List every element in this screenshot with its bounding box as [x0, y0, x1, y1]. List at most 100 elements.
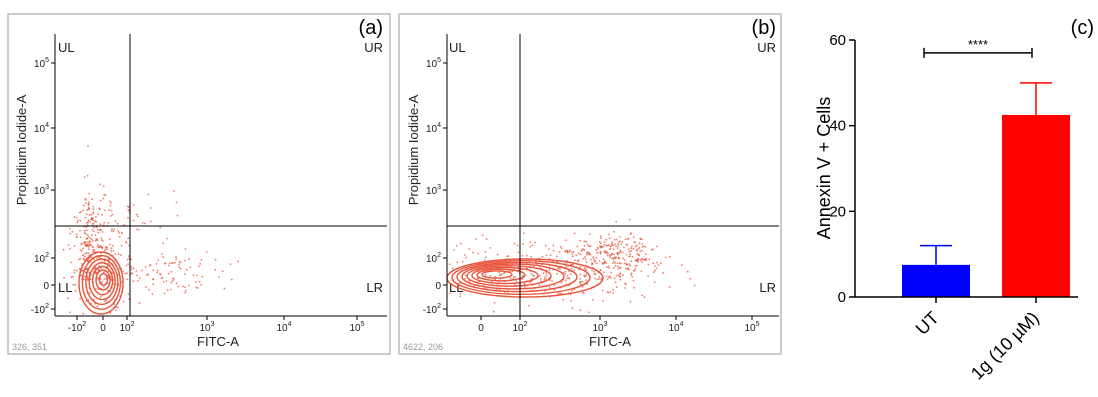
- event-dot: [668, 286, 671, 288]
- event-dot: [681, 264, 683, 266]
- event-dot: [610, 271, 612, 274]
- event-dot: [130, 258, 132, 261]
- event-dot: [200, 283, 203, 286]
- event-dot: [85, 243, 88, 246]
- event-dot: [657, 264, 660, 266]
- event-dot: [113, 279, 115, 281]
- event-dot: [603, 260, 606, 263]
- event-dot: [602, 245, 605, 248]
- event-dot: [570, 267, 573, 270]
- event-dot: [616, 262, 619, 265]
- event-dot: [98, 245, 101, 248]
- event-dot: [97, 213, 100, 216]
- event-dot: [100, 237, 103, 239]
- event-dot: [579, 239, 581, 242]
- event-dot: [606, 254, 609, 257]
- event-dot: [503, 272, 505, 275]
- event-dot: [634, 268, 637, 270]
- event-dot: [464, 277, 467, 280]
- event-dot: [205, 251, 208, 253]
- event-dot: [97, 243, 99, 246]
- event-dot: [87, 145, 89, 147]
- event-dot: [624, 287, 627, 289]
- y-tick-label: 102: [34, 252, 49, 265]
- event-dot: [176, 214, 179, 217]
- event-dot: [98, 256, 100, 259]
- event-dot: [167, 272, 170, 275]
- event-dot: [95, 220, 98, 223]
- event-dot: [105, 246, 107, 248]
- event-dot: [651, 248, 654, 251]
- event-dot: [584, 256, 586, 258]
- event-dot: [74, 283, 77, 286]
- x-tick-label: 0: [478, 323, 484, 334]
- event-dot: [221, 270, 224, 273]
- event-dot: [571, 253, 574, 256]
- event-dot: [109, 243, 112, 246]
- event-dot: [593, 270, 595, 273]
- event-dot: [77, 219, 79, 222]
- event-dot: [615, 245, 617, 248]
- event-dot: [88, 192, 90, 195]
- event-dot: [589, 245, 592, 248]
- event-dot: [86, 174, 89, 177]
- event-dot: [496, 253, 499, 256]
- event-dot: [693, 284, 696, 287]
- event-dot: [100, 246, 103, 249]
- panel-a-contours: [78, 251, 124, 315]
- event-dot: [577, 252, 580, 255]
- event-dot: [591, 263, 593, 266]
- event-dot: [103, 286, 105, 288]
- event-dot: [78, 267, 81, 270]
- event-dot: [86, 229, 88, 232]
- event-dot: [585, 240, 588, 243]
- event-dot: [87, 241, 89, 244]
- event-dot: [615, 220, 618, 223]
- event-dot: [97, 278, 100, 280]
- event-dot: [580, 249, 583, 252]
- event-dot: [522, 243, 524, 246]
- event-dot: [647, 263, 650, 266]
- event-dot: [542, 272, 545, 275]
- event-dot: [656, 261, 658, 264]
- event-dot: [175, 258, 178, 261]
- event-dot: [230, 278, 233, 281]
- event-dot: [79, 249, 82, 251]
- event-dot: [545, 254, 548, 257]
- event-dot: [489, 274, 492, 277]
- event-dot: [152, 283, 155, 286]
- event-dot: [588, 245, 590, 248]
- event-dot: [501, 273, 503, 275]
- event-dot: [618, 262, 621, 265]
- event-dot: [132, 267, 135, 270]
- event-dot: [591, 298, 594, 301]
- panel-a-quadrant-ll: LL: [58, 280, 72, 295]
- event-dot: [639, 250, 641, 253]
- event-dot: [103, 260, 106, 262]
- event-dot: [591, 262, 593, 265]
- event-dot: [585, 261, 588, 263]
- panel-a-label: (a): [359, 17, 383, 39]
- event-dot: [635, 264, 638, 267]
- event-dot: [120, 245, 123, 247]
- event-dot: [638, 242, 641, 245]
- event-dot: [87, 221, 89, 224]
- event-dot: [451, 267, 454, 270]
- event-dot: [640, 270, 643, 273]
- event-dot: [564, 270, 567, 273]
- event-dot: [195, 280, 197, 283]
- event-dot: [557, 267, 560, 270]
- event-dot: [101, 240, 104, 242]
- event-dot: [634, 245, 637, 248]
- event-dot: [126, 272, 129, 275]
- event-dot: [613, 239, 616, 241]
- event-dot: [101, 214, 104, 216]
- event-dot: [571, 255, 574, 258]
- event-dot: [87, 209, 89, 211]
- event-dot: [107, 277, 110, 279]
- x-tick-label: 104: [276, 321, 291, 334]
- event-dot: [579, 282, 582, 285]
- event-dot: [664, 256, 667, 259]
- event-dot: [611, 242, 613, 245]
- event-dot: [110, 229, 113, 232]
